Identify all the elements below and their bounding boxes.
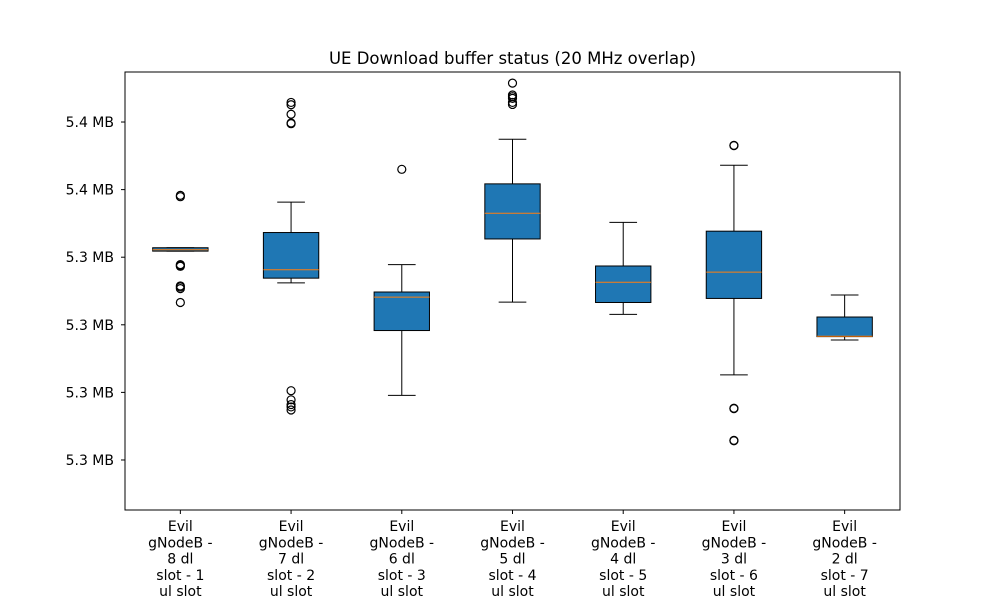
x-tick-label-line: slot - 4	[488, 568, 536, 584]
x-tick-label-line: 8 dl	[167, 552, 193, 568]
outlier-point	[729, 436, 739, 446]
x-tick-label-line: gNodeB -	[370, 535, 435, 551]
x-tick-label-line: Evil	[721, 519, 746, 535]
x-tick-label-line: gNodeB -	[148, 535, 213, 551]
x-tick-label-line: Evil	[389, 519, 414, 535]
x-tick-label: Evil gNodeB -8 dl slot - 1 ul slot	[148, 519, 213, 600]
box-group-2	[262, 97, 320, 415]
outlier-point	[286, 402, 296, 412]
box-iqr	[816, 316, 873, 338]
x-tick-label-line: Evil	[832, 519, 857, 535]
x-tick-label-line: ul slot	[491, 584, 534, 600]
box-group-3	[373, 164, 430, 396]
outlier-point	[175, 192, 185, 202]
outlier-point	[175, 261, 185, 271]
x-tick-label-line: Evil	[168, 519, 193, 535]
x-tick-label-line: slot - 3	[378, 568, 426, 584]
x-tick-label-line: slot - 2	[267, 568, 315, 584]
x-tick-label-line: 7 dl	[278, 552, 304, 568]
plot-area	[152, 78, 873, 446]
x-tick-label-line: gNodeB -	[591, 535, 656, 551]
x-tick-label: Evil gNodeB -7 dl slot - 2 ul slot	[259, 519, 324, 600]
x-tick-label-line: Evil	[611, 519, 636, 535]
x-tick-label-line: 4 dl	[610, 552, 636, 568]
x-tick-label-line: 5 dl	[499, 552, 525, 568]
outlier-point	[286, 109, 296, 119]
x-tick-label-line: slot - 6	[710, 568, 758, 584]
x-tick-label: Evil gNodeB -3 dl slot - 6 ul slot	[702, 519, 767, 600]
chart-title: UE Download buffer status (20 MHz overla…	[329, 49, 696, 68]
outlier-point	[286, 100, 296, 110]
y-tick-label: 5.4 MB	[66, 115, 114, 131]
outlier-point	[507, 78, 518, 88]
x-tick-label-line: 6 dl	[389, 552, 415, 568]
x-tick-label-line: ul slot	[159, 584, 202, 600]
box-iqr	[484, 183, 541, 240]
box-iqr	[705, 230, 763, 299]
box-group-7	[816, 294, 873, 341]
x-tick-label: Evil gNodeB -2 dl slot - 7 ul slot	[812, 519, 877, 600]
x-tick-label-line: gNodeB -	[480, 535, 545, 551]
outlier-point	[397, 164, 407, 174]
x-tick-label-line: ul slot	[713, 584, 756, 600]
x-tick-label-line: ul slot	[602, 584, 645, 600]
y-tick-label: 5.3 MB	[66, 385, 114, 401]
outlier-point	[175, 297, 185, 308]
outlier-point	[286, 405, 296, 415]
outlier-point	[286, 386, 296, 396]
x-tick-label-line: ul slot	[381, 584, 424, 600]
x-tick-label-line: slot - 7	[821, 568, 869, 584]
box-iqr	[373, 291, 430, 332]
x-tick-label-line: ul slot	[823, 584, 866, 600]
y-tick-label: 5.3 MB	[66, 250, 114, 266]
outlier-point	[729, 141, 739, 151]
y-tick-label: 5.3 MB	[66, 453, 114, 469]
y-axis: 5.3 MB 5.3 MB 5.3 MB 5.3 MB 5.4 MB 5.4 MB	[66, 115, 125, 469]
box-iqr	[262, 232, 320, 279]
box-group-1	[152, 190, 209, 308]
x-tick-label: Evil gNodeB -4 dl slot - 5 ul slot	[591, 519, 656, 600]
outlier-point	[729, 404, 739, 414]
x-tick-label-line: Evil	[500, 519, 525, 535]
box-group-4	[484, 78, 541, 303]
outlier-point	[175, 284, 185, 294]
outlier-point	[286, 395, 296, 405]
x-tick-label-line: Evil	[279, 519, 304, 535]
x-tick-label-line: 2 dl	[832, 552, 858, 568]
y-tick-label: 5.4 MB	[66, 183, 114, 199]
x-tick-label-line: slot - 1	[156, 568, 204, 584]
outlier-point	[507, 99, 518, 110]
x-tick-label: Evil gNodeB -6 dl slot - 3 ul slot	[370, 519, 435, 600]
x-tick-label: Evil gNodeB -5 dl slot - 4 ul slot	[480, 519, 545, 600]
x-tick-label-line: 3 dl	[721, 552, 747, 568]
y-tick-label: 5.3 MB	[66, 318, 114, 334]
x-tick-label-line: gNodeB -	[702, 535, 767, 551]
box-group-5	[595, 221, 652, 315]
box-iqr	[595, 265, 652, 303]
x-tick-label-line: ul slot	[270, 584, 313, 600]
box-group-6	[705, 140, 763, 446]
outlier-point	[286, 399, 296, 410]
outlier-point	[507, 93, 518, 103]
outlier-point	[286, 119, 296, 129]
x-tick-label-line: gNodeB -	[259, 535, 324, 551]
axes-frame	[124, 71, 901, 511]
outlier-point	[286, 97, 296, 108]
x-tick-label-line: slot - 5	[599, 568, 647, 584]
x-tick-label-line: gNodeB -	[812, 535, 877, 551]
